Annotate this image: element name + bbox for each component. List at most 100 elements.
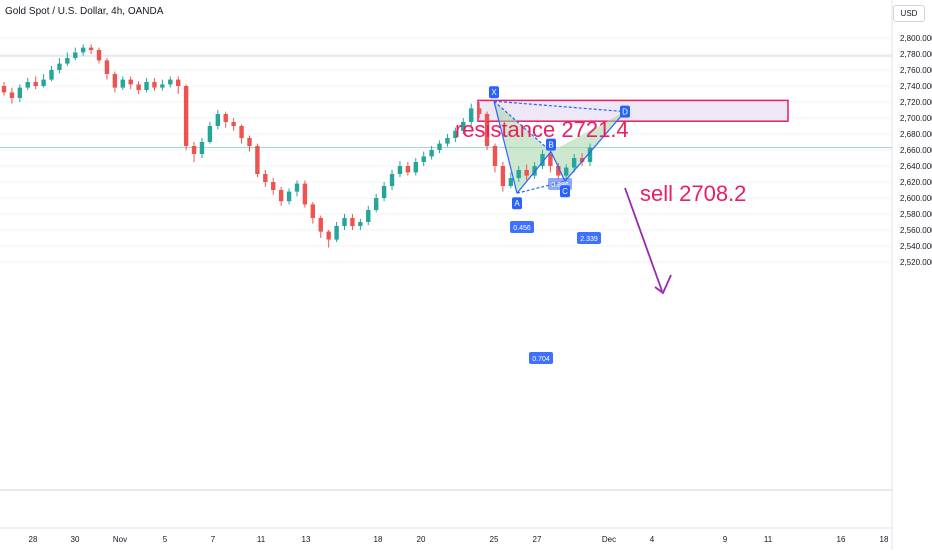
candle-body bbox=[239, 126, 244, 138]
candle-body bbox=[128, 79, 133, 85]
candle-body bbox=[49, 70, 54, 80]
ratio-label: 0.456 bbox=[510, 221, 534, 233]
ratio-label-text: 0.456 bbox=[513, 225, 531, 232]
y-tick-label: 2,660.000 bbox=[900, 146, 932, 155]
candle-body bbox=[73, 52, 78, 58]
candle-body bbox=[41, 79, 46, 86]
candle-body bbox=[389, 174, 395, 186]
candle-body bbox=[342, 218, 347, 226]
x-tick-label: 11 bbox=[257, 535, 266, 544]
candle-body bbox=[294, 183, 300, 192]
candle-body bbox=[334, 226, 339, 240]
point-label-bg bbox=[512, 197, 522, 210]
candle-body bbox=[33, 82, 38, 86]
x-tick-label: 9 bbox=[723, 535, 728, 544]
candle-body bbox=[223, 114, 228, 122]
candle-body bbox=[65, 58, 70, 64]
candle-body bbox=[231, 122, 236, 126]
x-tick-label: 18 bbox=[374, 535, 383, 544]
candle-body bbox=[160, 84, 165, 88]
ratio-label-bg bbox=[510, 221, 534, 233]
candle-body bbox=[278, 190, 284, 202]
point-label-a: A bbox=[512, 197, 522, 210]
candle-body bbox=[445, 138, 450, 144]
candle-body bbox=[191, 146, 197, 154]
y-tick-label: 2,740.000 bbox=[900, 82, 932, 91]
point-label-c: C bbox=[560, 185, 570, 198]
pattern-triangle-xab bbox=[494, 101, 551, 194]
candle-body bbox=[302, 183, 308, 205]
candle-body bbox=[516, 170, 521, 178]
candle-body bbox=[96, 50, 102, 61]
y-tick-label: 2,760.000 bbox=[900, 66, 932, 75]
ratio-label-text: 0.886 bbox=[551, 182, 569, 189]
y-tick-label: 2,720.000 bbox=[900, 98, 932, 107]
point-label-bg bbox=[489, 86, 499, 99]
candle-body bbox=[540, 154, 545, 166]
candle-body bbox=[88, 47, 94, 50]
currency-badge[interactable]: USD bbox=[893, 5, 925, 22]
candle-body bbox=[484, 114, 490, 146]
candle-body bbox=[437, 143, 442, 150]
point-label-text: D bbox=[622, 108, 628, 117]
candle-body bbox=[358, 222, 363, 226]
x-tick-label: 16 bbox=[837, 535, 846, 544]
x-tick-label: 20 bbox=[417, 535, 426, 544]
pattern-leg-bc bbox=[550, 151, 566, 182]
candle-body bbox=[9, 92, 15, 98]
ratio-label: 0.704 bbox=[529, 352, 553, 364]
x-tick-label: 30 bbox=[71, 535, 80, 544]
candle-body bbox=[571, 158, 577, 168]
ratio-label: 2.339 bbox=[577, 232, 601, 244]
pattern-leg-cd bbox=[564, 111, 626, 182]
candle-body bbox=[556, 166, 561, 176]
x-tick-label: 27 bbox=[533, 535, 542, 544]
candle-body bbox=[381, 186, 387, 198]
candle-body bbox=[429, 150, 434, 157]
x-tick-label: Dec bbox=[602, 535, 616, 544]
point-label-x: X bbox=[489, 86, 499, 99]
candle-body bbox=[366, 210, 371, 222]
x-tick-label: 7 bbox=[211, 535, 216, 544]
x-tick-label: 4 bbox=[650, 535, 655, 544]
y-tick-label: 2,520.000 bbox=[900, 258, 932, 267]
candle-body bbox=[25, 82, 30, 88]
candle-body bbox=[247, 138, 252, 146]
candle-body bbox=[17, 87, 23, 98]
y-tick-label: 2,600.000 bbox=[900, 194, 932, 203]
y-tick-label: 2,580.000 bbox=[900, 210, 932, 219]
projection-arrow-line bbox=[624, 187, 663, 292]
ratio-label-bg bbox=[577, 232, 601, 244]
chart-title: Gold Spot / U.S. Dollar, 4h, OANDA bbox=[5, 6, 164, 17]
candle-body bbox=[112, 74, 118, 88]
pattern-leg-xa bbox=[493, 101, 518, 194]
y-tick-label: 2,560.000 bbox=[900, 226, 932, 235]
candle-body bbox=[508, 178, 514, 186]
x-tick-label: 11 bbox=[764, 535, 773, 544]
resistance-annotation: resistance 2721.4 bbox=[455, 117, 629, 142]
candle-body bbox=[152, 82, 157, 88]
ratio-label-text: 2.339 bbox=[580, 236, 598, 243]
point-label-b: B bbox=[546, 138, 556, 151]
y-tick-label: 2,680.000 bbox=[900, 130, 932, 139]
point-label-text: B bbox=[548, 141, 553, 150]
candle-body bbox=[350, 218, 355, 226]
pattern-leg-ab bbox=[516, 151, 552, 194]
candle-body bbox=[500, 166, 506, 186]
candle-body bbox=[120, 79, 125, 88]
candle-body bbox=[271, 182, 276, 190]
candle-body bbox=[255, 146, 260, 174]
point-label-bg bbox=[546, 138, 556, 151]
pattern-triangle-bcd bbox=[551, 111, 625, 182]
x-tick-label: 13 bbox=[302, 535, 311, 544]
x-tick-label: 25 bbox=[490, 535, 499, 544]
candle-body bbox=[310, 204, 316, 218]
candle-body bbox=[207, 126, 213, 142]
candle-body bbox=[104, 60, 110, 74]
pattern-line-xb bbox=[493, 100, 552, 153]
point-label-d: D bbox=[620, 105, 630, 118]
candle-body bbox=[318, 218, 323, 232]
candle-body bbox=[405, 166, 411, 173]
